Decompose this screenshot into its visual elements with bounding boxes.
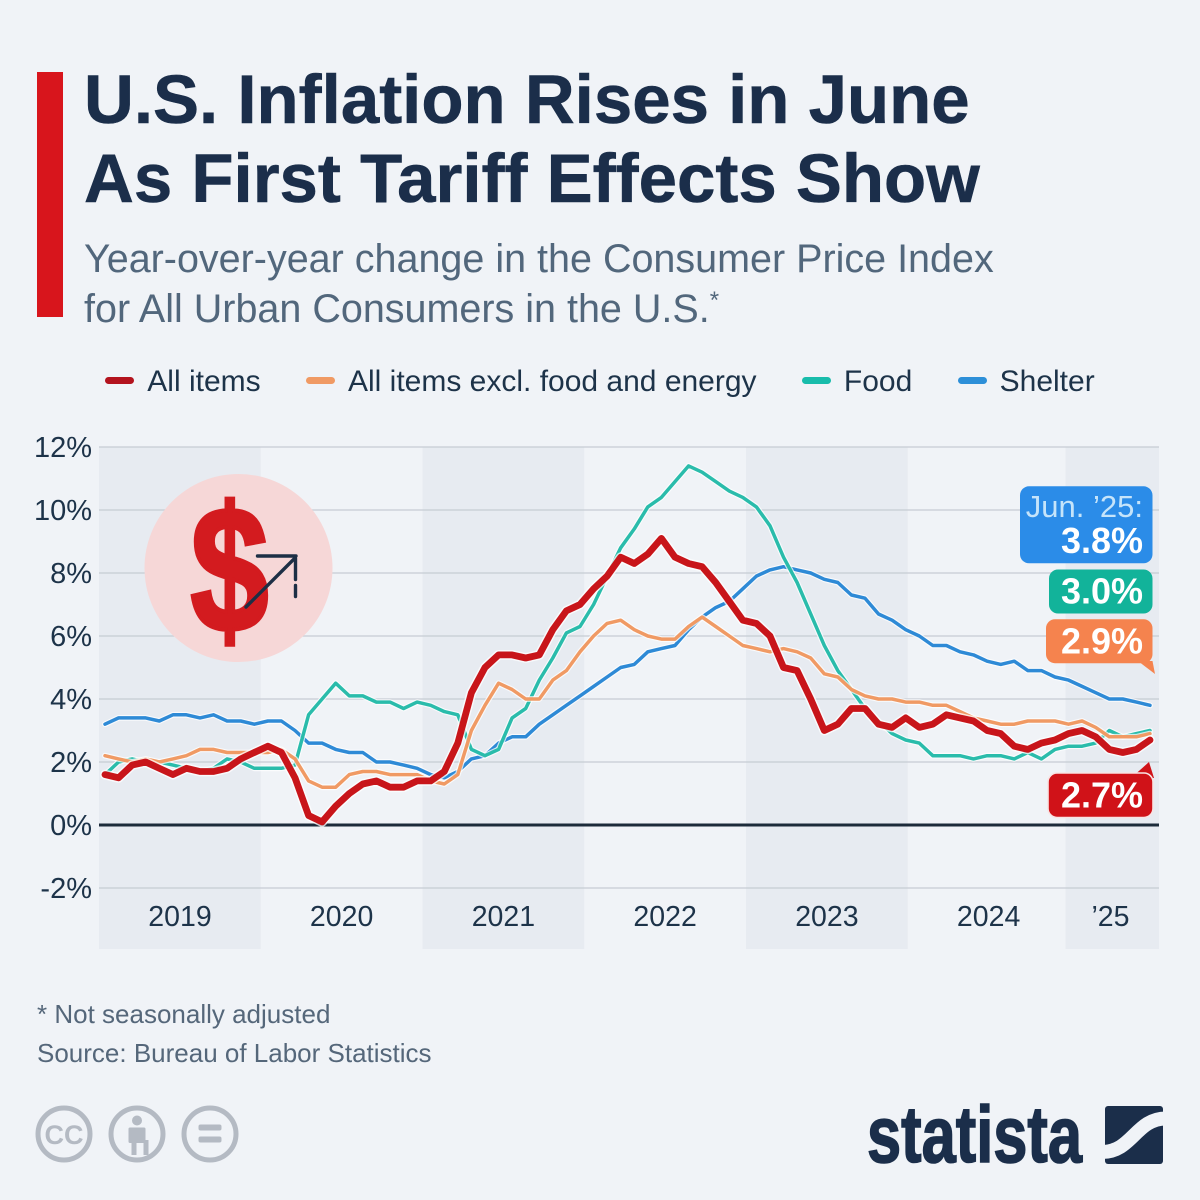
svg-text:$: $ (190, 470, 268, 670)
svg-text:2%: 2% (50, 747, 92, 779)
svg-text:4%: 4% (50, 684, 92, 716)
svg-text:2020: 2020 (310, 901, 373, 933)
svg-text:3.0%: 3.0% (1061, 571, 1143, 612)
svg-text:Jun. ’25:: Jun. ’25: (1026, 489, 1143, 524)
svg-text:CC: CC (45, 1120, 84, 1150)
svg-text:10%: 10% (34, 495, 92, 527)
svg-text:8%: 8% (50, 558, 92, 590)
svg-text:3.8%: 3.8% (1061, 520, 1143, 561)
svg-text:’25: ’25 (1091, 901, 1129, 933)
svg-text:2019: 2019 (148, 901, 211, 933)
svg-text:2021: 2021 (472, 901, 535, 933)
svg-text:2022: 2022 (633, 901, 696, 933)
svg-text:12%: 12% (34, 432, 92, 464)
svg-text:statista: statista (867, 1090, 1082, 1179)
svg-text:2023: 2023 (795, 901, 858, 933)
svg-text:2.9%: 2.9% (1061, 621, 1143, 662)
svg-text:0%: 0% (50, 810, 92, 842)
svg-text:2024: 2024 (957, 901, 1021, 933)
svg-text:-2%: -2% (40, 873, 92, 905)
svg-text:2.7%: 2.7% (1061, 775, 1143, 816)
svg-text:6%: 6% (50, 621, 92, 653)
